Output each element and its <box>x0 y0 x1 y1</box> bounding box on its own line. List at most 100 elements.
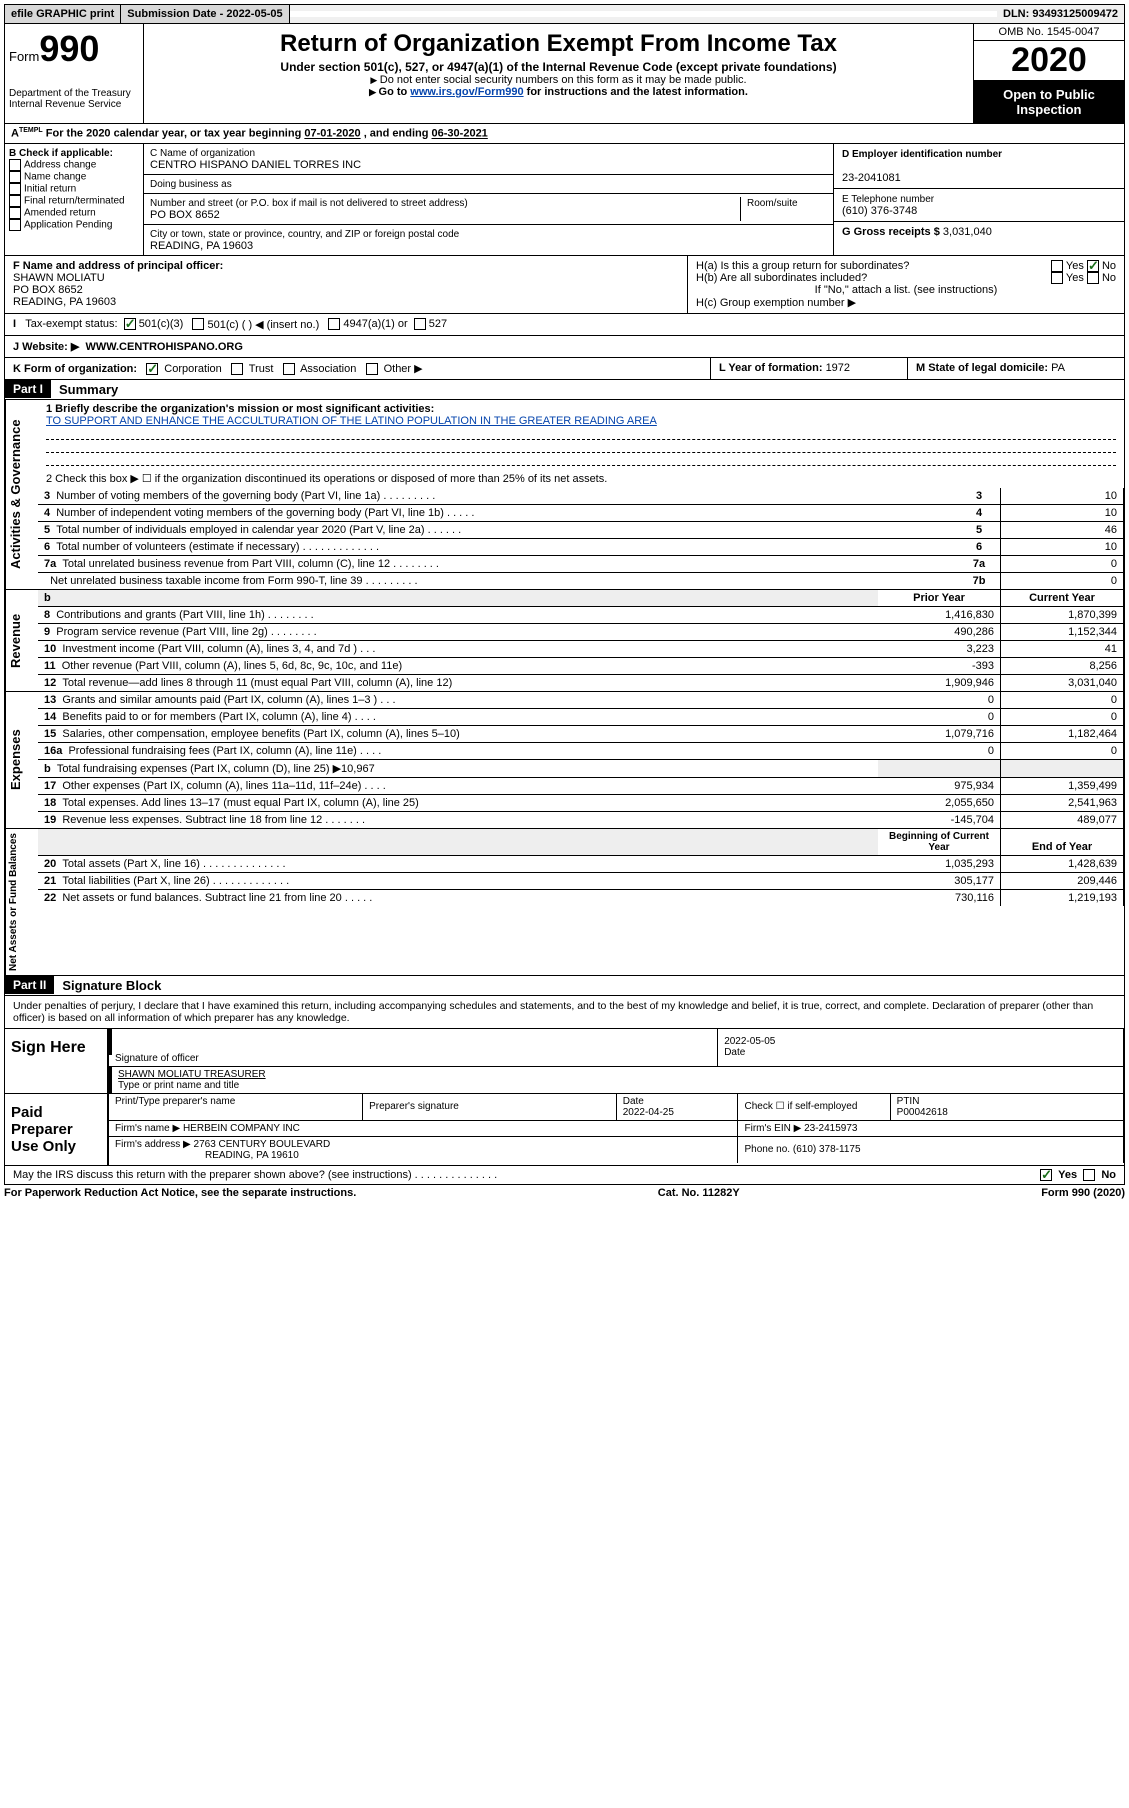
topbar: efile GRAPHIC print Submission Date - 20… <box>4 4 1125 24</box>
other-checkbox[interactable] <box>366 363 378 375</box>
firm-ein-label: Firm's EIN ▶ <box>744 1123 801 1134</box>
form-990-number: 990 <box>39 28 99 69</box>
final-return-label: Final return/terminated <box>24 195 125 206</box>
501c-checkbox[interactable] <box>192 318 204 330</box>
discuss-yes[interactable] <box>1040 1169 1052 1181</box>
website-value: WWW.CENTROHISPANO.ORG <box>85 341 242 353</box>
box-d: D Employer identification number 23-2041… <box>833 144 1124 255</box>
mission-text: TO SUPPORT AND ENHANCE THE ACCULTURATION… <box>46 415 657 427</box>
phone-value: (610) 376-3748 <box>842 205 917 217</box>
l-value: 1972 <box>826 362 850 374</box>
self-emp-label: Check ☐ if self-employed <box>744 1101 857 1112</box>
gov-section: Activities & Governance 1 Briefly descri… <box>4 400 1125 590</box>
room-label: Room/suite <box>747 198 798 209</box>
501c-label: 501(c) ( ) ◀ (insert no.) <box>207 318 319 331</box>
cat-no: Cat. No. 11282Y <box>658 1187 740 1199</box>
na-section: Net Assets or Fund Balances Beginning of… <box>4 829 1125 976</box>
ptin-label: PTIN <box>897 1096 920 1107</box>
part2-header: Part II Signature Block <box>4 976 1125 996</box>
instructions-note: Go to www.irs.gov/Form990 for instructio… <box>152 86 965 98</box>
mission-label: 1 Briefly describe the organization's mi… <box>46 403 434 415</box>
hb-yes[interactable] <box>1051 272 1063 284</box>
corp-checkbox[interactable] <box>146 363 158 375</box>
tax-status-label: Tax-exempt status: <box>25 318 117 330</box>
period-label: For the 2020 calendar year, or tax year … <box>46 128 305 140</box>
amended-return-label: Amended return <box>24 207 96 218</box>
trust-checkbox[interactable] <box>231 363 243 375</box>
form-number: Form990 <box>9 28 139 70</box>
yes-label2: Yes <box>1066 272 1084 284</box>
gross-value: 3,031,040 <box>943 226 992 238</box>
app-pending-label: Application Pending <box>24 219 112 230</box>
assoc-checkbox[interactable] <box>283 363 295 375</box>
open-public-badge: Open to Public Inspection <box>974 81 1124 123</box>
part2-badge: Part II <box>5 976 54 994</box>
501c3-checkbox[interactable] <box>124 318 136 330</box>
website-label: J Website: ▶ <box>13 341 79 353</box>
city-label: City or town, state or province, country… <box>150 229 459 240</box>
ha-no[interactable] <box>1087 260 1099 272</box>
hb-no[interactable] <box>1087 272 1099 284</box>
discuss-no[interactable] <box>1083 1169 1095 1181</box>
501c3-label: 501(c)(3) <box>139 318 184 330</box>
rev-tab: Revenue <box>5 590 38 691</box>
sig-date-label: Date <box>724 1047 745 1058</box>
note2-post: for instructions and the latest informat… <box>524 86 748 98</box>
efile-print-button[interactable]: efile GRAPHIC print <box>5 5 121 23</box>
app-pending-checkbox[interactable] <box>9 219 21 231</box>
addr-change-checkbox[interactable] <box>9 159 21 171</box>
form-subtitle: Under section 501(c), 527, or 4947(a)(1)… <box>152 60 965 74</box>
declaration: Under penalties of perjury, I declare th… <box>4 996 1125 1029</box>
hc-label: H(c) Group exemption number ▶ <box>696 296 1116 309</box>
name-change-checkbox[interactable] <box>9 171 21 183</box>
street-label: Number and street (or P.O. box if mail i… <box>150 198 468 209</box>
box-c: C Name of organization CENTRO HISPANO DA… <box>144 144 833 255</box>
gov-tab: Activities & Governance <box>5 400 38 589</box>
sign-here-block: Sign Here Signature of officer 2022-05-0… <box>4 1029 1125 1094</box>
officer-name: SHAWN MOLIATU <box>13 272 105 284</box>
gross-label: G Gross receipts $ <box>842 226 943 238</box>
klm-row: K Form of organization: Corporation Trus… <box>4 358 1125 380</box>
pra-notice: For Paperwork Reduction Act Notice, see … <box>4 1187 356 1199</box>
ptin-value: P00042618 <box>897 1107 948 1118</box>
k-label: K Form of organization: <box>13 363 137 375</box>
note2-pre: Go to <box>379 86 411 98</box>
m-value: PA <box>1051 362 1065 374</box>
prep-phone: (610) 378-1175 <box>793 1144 861 1155</box>
firm-addr-label: Firm's address ▶ <box>115 1139 191 1150</box>
org-name-label: C Name of organization <box>150 148 255 159</box>
period-mid: , and ending <box>361 128 432 140</box>
phone-label: E Telephone number <box>842 194 934 205</box>
no-label: No <box>1102 260 1116 272</box>
ein-value: 23-2041081 <box>842 172 901 184</box>
tax-year: 2020 <box>974 41 1124 81</box>
dln-cell: DLN: 93493125009472 <box>997 5 1124 23</box>
final-return-checkbox[interactable] <box>9 195 21 207</box>
amended-return-checkbox[interactable] <box>9 207 21 219</box>
firm-addr2: READING, PA 19610 <box>205 1150 299 1161</box>
ein-label: D Employer identification number <box>842 149 1002 160</box>
firm-name-label: Firm's name ▶ <box>115 1123 180 1134</box>
gov-table: 3 Number of voting members of the govern… <box>38 488 1124 589</box>
form-prefix: Form <box>9 49 39 64</box>
dba-label: Doing business as <box>150 179 232 190</box>
4947-checkbox[interactable] <box>328 318 340 330</box>
527-checkbox[interactable] <box>414 318 426 330</box>
fh-row: F Name and address of principal officer:… <box>4 256 1125 314</box>
sig-officer-label: Signature of officer <box>115 1053 199 1064</box>
website-row: J Website: ▶ WWW.CENTROHISPANO.ORG <box>4 336 1125 358</box>
rev-table: bPrior YearCurrent Year8 Contributions a… <box>38 590 1124 691</box>
initial-return-checkbox[interactable] <box>9 183 21 195</box>
discuss-no-label: No <box>1101 1169 1116 1181</box>
ssn-note: Do not enter social security numbers on … <box>152 74 965 86</box>
dln-value: 93493125009472 <box>1032 8 1118 20</box>
exp-table: 13 Grants and similar amounts paid (Part… <box>38 692 1124 828</box>
corp-label: Corporation <box>164 363 221 375</box>
527-label: 527 <box>429 318 447 330</box>
irs-link[interactable]: www.irs.gov/Form990 <box>410 86 523 98</box>
part1-title: Summary <box>51 380 126 399</box>
submission-date-value: 2022-05-05 <box>226 8 282 20</box>
hb-label: H(b) Are all subordinates included? <box>696 272 956 284</box>
ha-yes[interactable] <box>1051 260 1063 272</box>
form-header: Form990 Department of the Treasury Inter… <box>4 24 1125 124</box>
